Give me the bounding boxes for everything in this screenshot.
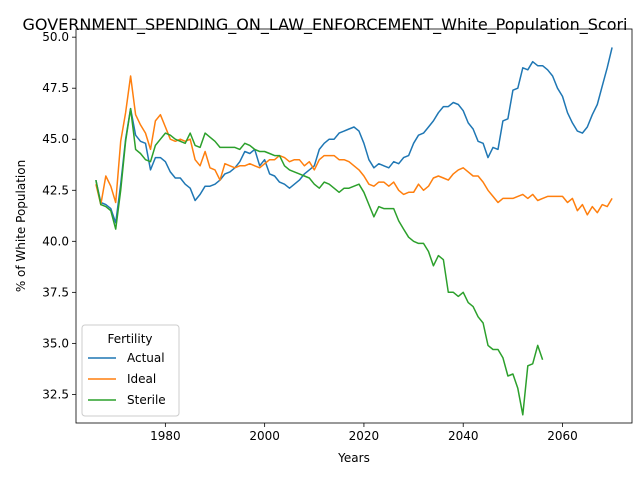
y-tick-label: 40.0 <box>42 234 69 248</box>
x-tick-label: 2060 <box>547 429 578 443</box>
series-line-ideal <box>95 75 613 216</box>
x-tick-label: 2020 <box>349 429 380 443</box>
legend-label-actual: Actual <box>127 351 165 365</box>
legend-title: Fertility <box>107 332 152 346</box>
legend: Fertility Actual Ideal Sterile <box>81 324 180 417</box>
series-line-sterile <box>95 107 544 416</box>
x-tick-label: 2000 <box>249 429 280 443</box>
y-tick-label: 50.0 <box>42 30 69 44</box>
legend-label-ideal: Ideal <box>127 372 156 386</box>
x-axis-label: Years <box>337 451 370 465</box>
x-axis-ticks: 1980 2000 2020 2040 2060 <box>150 423 578 443</box>
y-tick-label: 47.5 <box>42 81 69 95</box>
legend-entries: Actual Ideal Sterile <box>88 351 166 407</box>
y-tick-label: 45.0 <box>42 132 69 146</box>
x-tick-label: 2040 <box>448 429 479 443</box>
y-tick-label: 42.5 <box>42 183 69 197</box>
y-tick-label: 32.5 <box>42 387 69 401</box>
y-axis-label: % of White Population <box>14 160 28 292</box>
legend-label-sterile: Sterile <box>127 393 166 407</box>
plot-area-frame <box>75 28 633 424</box>
legend-box <box>81 324 180 417</box>
y-axis-ticks: 32.5 35.0 37.5 40.0 42.5 45.0 47.5 50.0 <box>42 30 76 401</box>
chart-title: GOVERNMENT_SPENDING_ON_LAW_ENFORCEMENT_W… <box>22 15 627 35</box>
y-tick-label: 37.5 <box>42 285 69 299</box>
y-tick-label: 35.0 <box>42 336 69 350</box>
series-lines <box>95 47 613 416</box>
series-line-actual <box>95 47 613 224</box>
x-tick-label: 1980 <box>150 429 181 443</box>
